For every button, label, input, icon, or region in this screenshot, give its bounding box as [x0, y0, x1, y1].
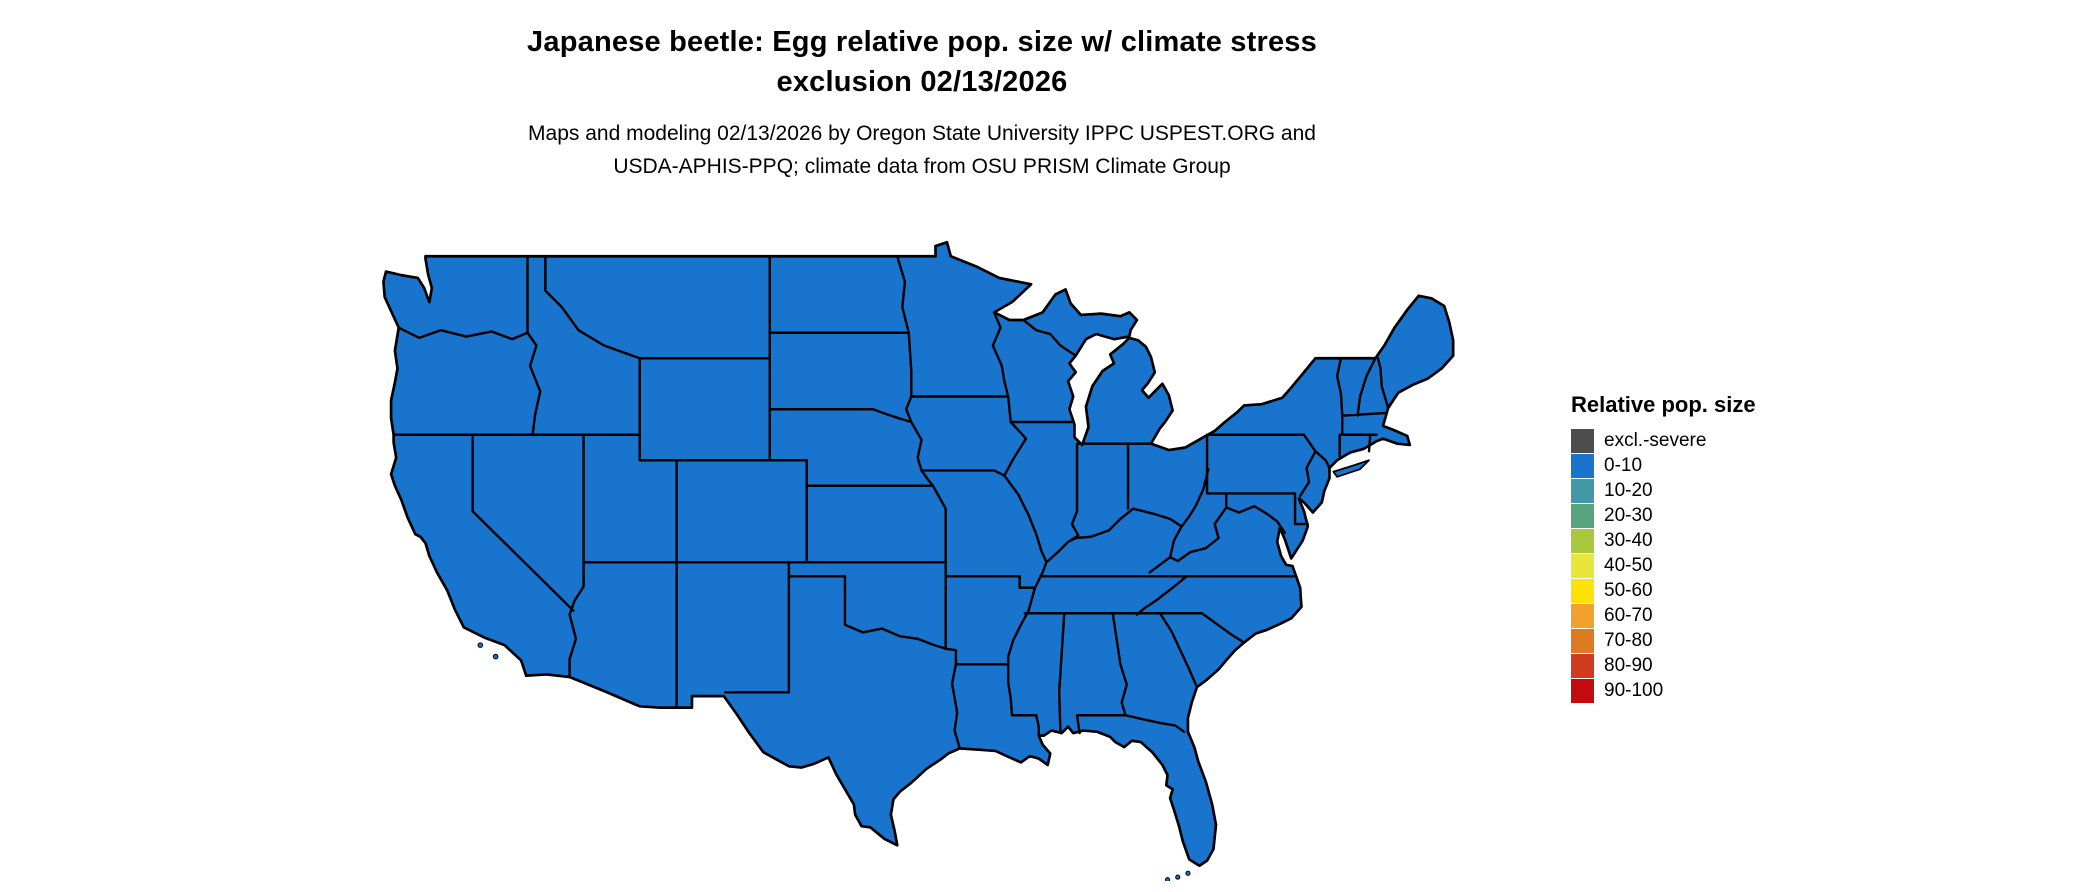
us-map: [298, 218, 1522, 881]
figure-subtitle-line2: USDA-APHIS-PPQ; climate data from OSU PR…: [613, 154, 1231, 178]
legend-swatch: [1571, 628, 1594, 653]
island-dot: [1175, 874, 1181, 880]
legend-item: 90-100: [1571, 678, 1871, 703]
legend-item-label: excl.-severe: [1604, 429, 1707, 451]
state-borders: [392, 255, 1390, 750]
legend-item-label: 30-40: [1604, 529, 1653, 551]
legend-swatch: [1571, 453, 1594, 478]
legend-item-label: 80-90: [1604, 654, 1653, 676]
us-map-svg: [382, 240, 1455, 881]
legend-item-label: 70-80: [1604, 629, 1653, 651]
legend-item: 80-90: [1571, 653, 1871, 678]
legend-swatch: [1571, 528, 1594, 553]
figure-title: Japanese beetle: Egg relative pop. size …: [0, 22, 1844, 102]
legend-item: 40-50: [1571, 553, 1871, 578]
us-landmass: [382, 240, 1455, 868]
legend-swatch: [1571, 603, 1594, 628]
legend-swatch: [1571, 478, 1594, 503]
figure-subtitle-line1: Maps and modeling 02/13/2026 by Oregon S…: [528, 122, 1316, 146]
legend-item-label: 90-100: [1604, 679, 1664, 701]
island-dot: [477, 642, 484, 648]
legend-item: 60-70: [1571, 603, 1871, 628]
legend-swatch: [1571, 553, 1594, 578]
island-dot: [1165, 877, 1171, 881]
legend: Relative pop. size excl.-severe 0-10 10-20…: [1571, 392, 1871, 703]
coastal-islands: [477, 642, 1191, 881]
legend-item-label: 50-60: [1604, 579, 1653, 601]
figure-subtitle: Maps and modeling 02/13/2026 by Oregon S…: [0, 118, 1844, 183]
legend-item: 50-60: [1571, 578, 1871, 603]
legend-item-label: 20-30: [1604, 504, 1653, 526]
legend-title: Relative pop. size: [1571, 392, 1756, 417]
legend-item: 10-20: [1571, 478, 1871, 503]
legend-item: excl.-severe: [1571, 428, 1871, 453]
legend-item: 70-80: [1571, 628, 1871, 653]
legend-swatch: [1571, 678, 1594, 703]
legend-item-label: 40-50: [1604, 554, 1653, 576]
figure-title-line1: Japanese beetle: Egg relative pop. size …: [527, 26, 1317, 58]
legend-swatch: [1571, 653, 1594, 678]
legend-item-label: 10-20: [1604, 479, 1653, 501]
legend-swatch: [1571, 428, 1594, 453]
figure-title-line2: exclusion 02/13/2026: [776, 66, 1068, 99]
legend-item-label: 0-10: [1604, 454, 1643, 476]
island-dot: [1185, 870, 1191, 876]
figure-header: Japanese beetle: Egg relative pop. size …: [0, 22, 1844, 183]
legend-item: 30-40: [1571, 528, 1871, 553]
legend-item-label: 60-70: [1604, 604, 1653, 626]
legend-item: 20-30: [1571, 503, 1871, 528]
legend-items: excl.-severe 0-10 10-20 20-30 30-40 40-50 50-6…: [1571, 428, 1871, 703]
long-island: [1332, 459, 1370, 478]
island-dot: [492, 653, 499, 660]
legend-swatch: [1571, 503, 1594, 528]
legend-item: 0-10: [1571, 453, 1871, 478]
legend-swatch: [1571, 578, 1594, 603]
